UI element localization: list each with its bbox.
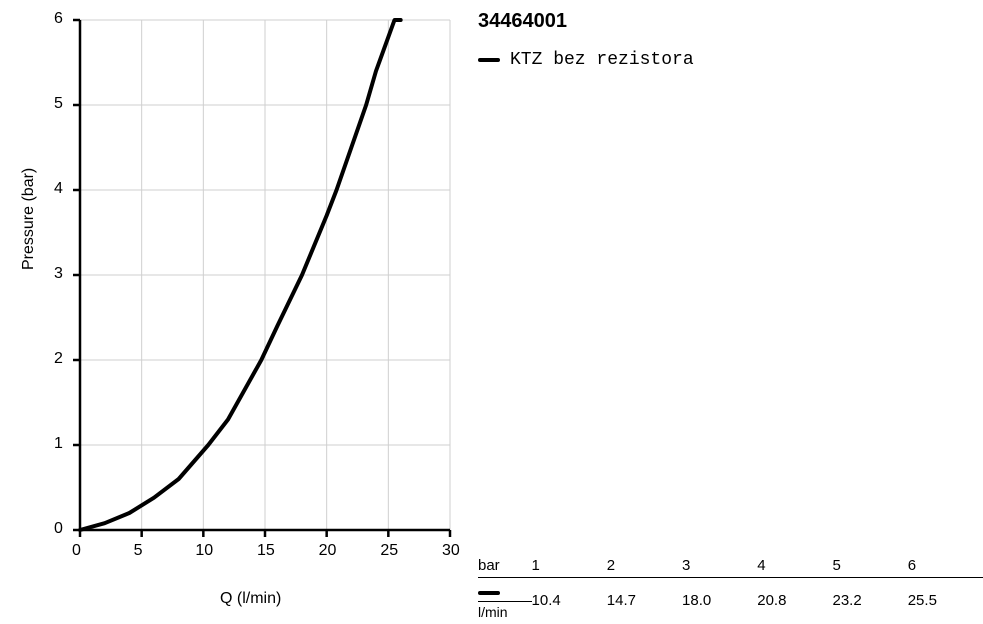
table-cell: 20.8	[757, 578, 832, 623]
pressure-flow-chart: Pressure (bar) Q (l/min) 051015202530012…	[20, 10, 470, 575]
legend: KTZ bez rezistora	[478, 50, 694, 70]
table-header-cell: 2	[607, 555, 682, 578]
table-cell: 23.2	[832, 578, 907, 623]
x-tick-label: 30	[442, 542, 460, 560]
x-tick-label: 10	[195, 542, 213, 560]
table-header-cell: 3	[682, 555, 757, 578]
chart-title: 34464001	[478, 10, 567, 33]
x-tick-label: 20	[319, 542, 337, 560]
table-cell: 10.4	[532, 578, 607, 623]
table-header-cell: 6	[908, 555, 983, 578]
x-tick-label: 0	[72, 542, 81, 560]
y-tick-label: 4	[54, 180, 63, 198]
x-tick-label: 25	[380, 542, 398, 560]
y-tick-label: 2	[54, 350, 63, 368]
y-tick-label: 6	[54, 10, 63, 28]
table-header-cell: 5	[832, 555, 907, 578]
y-tick-label: 3	[54, 265, 63, 283]
table-row-label: l/min	[478, 578, 532, 623]
y-tick-label: 5	[54, 95, 63, 113]
chart-svg	[20, 10, 470, 570]
legend-swatch	[478, 58, 500, 62]
table-series-swatch	[478, 591, 500, 595]
table-cell: 25.5	[908, 578, 983, 623]
table-header-cell: 1	[532, 555, 607, 578]
x-tick-label: 5	[134, 542, 143, 560]
x-tick-label: 15	[257, 542, 275, 560]
table-cell: 14.7	[607, 578, 682, 623]
table-cell: 18.0	[682, 578, 757, 623]
data-table: bar123456 l/min10.414.718.020.823.225.5	[478, 555, 983, 622]
y-tick-label: 1	[54, 435, 63, 453]
table-header-cell: 4	[757, 555, 832, 578]
table-header-unit: bar	[478, 555, 532, 578]
legend-label: KTZ bez rezistora	[510, 50, 694, 70]
table-unit-label: l/min	[478, 602, 532, 620]
y-tick-label: 0	[54, 520, 63, 538]
y-axis-label: Pressure (bar)	[20, 168, 38, 270]
x-axis-label: Q (l/min)	[220, 590, 281, 608]
